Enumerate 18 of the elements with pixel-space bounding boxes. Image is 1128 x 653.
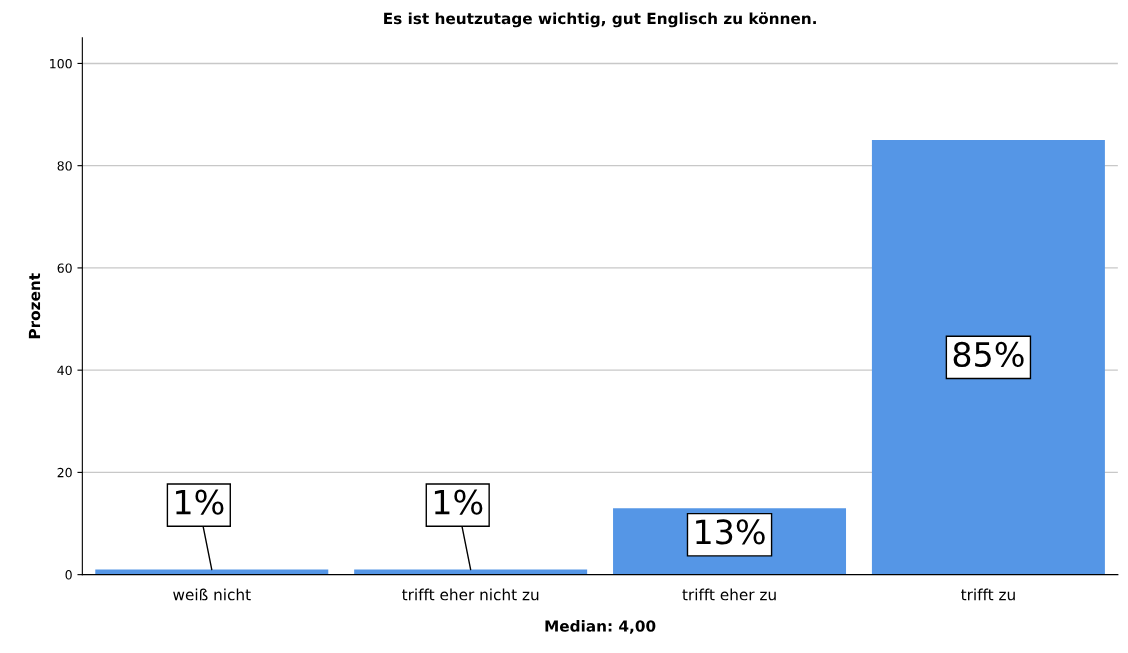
data-label: 85% xyxy=(953,341,1024,368)
y-axis-title: Prozent xyxy=(28,273,41,339)
x-axis-title: Median: 4,00 xyxy=(545,619,656,634)
y-tick-label: 40 xyxy=(57,365,72,376)
x-tick-label: trifft eher nicht zu xyxy=(402,588,539,601)
bar xyxy=(871,140,1105,575)
data-label: 13% xyxy=(696,519,765,545)
chart-title: Es ist heutzutage wichtig, gut Englisch zu können. xyxy=(384,12,816,28)
data-label: 1% xyxy=(434,489,483,515)
data-label: 1% xyxy=(176,489,224,515)
x-tick-label: trifft zu xyxy=(961,588,1015,601)
y-tick-label: 0 xyxy=(65,570,72,580)
y-tick-label: 20 xyxy=(57,467,72,478)
y-tick-label: 60 xyxy=(57,263,72,273)
y-tick-label: 80 xyxy=(57,161,72,171)
x-tick-label: weiß nicht xyxy=(173,588,251,601)
x-tick-label: trifft eher zu xyxy=(682,588,776,601)
y-tick-label: 100 xyxy=(50,58,72,69)
